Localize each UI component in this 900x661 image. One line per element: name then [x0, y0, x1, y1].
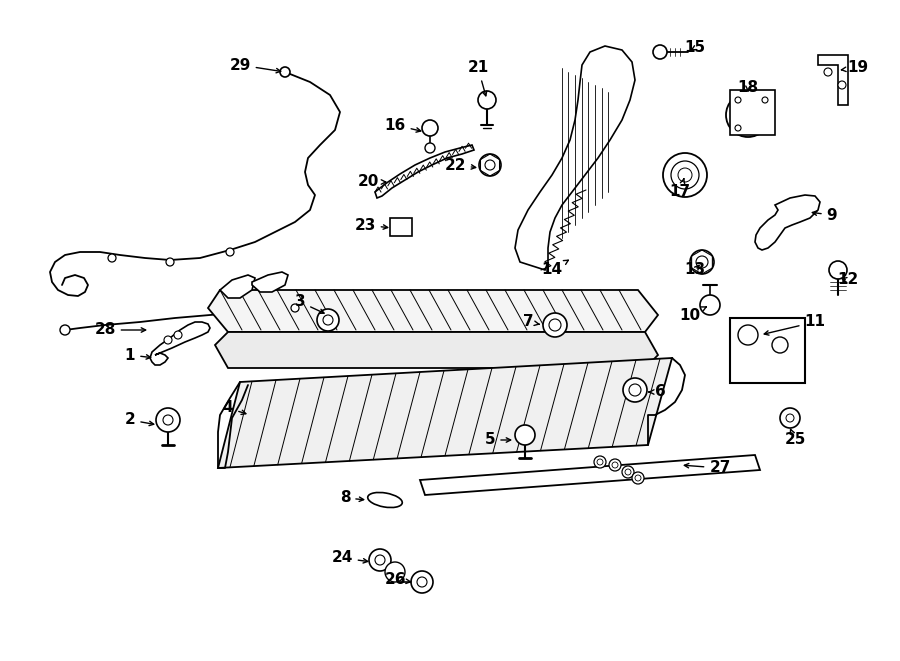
- Polygon shape: [755, 195, 820, 250]
- Text: 23: 23: [355, 217, 388, 233]
- Circle shape: [609, 459, 621, 471]
- Text: 29: 29: [230, 58, 281, 73]
- Text: 12: 12: [837, 272, 859, 288]
- Circle shape: [164, 336, 172, 344]
- Bar: [730, 318, 805, 383]
- Text: 6: 6: [649, 385, 665, 399]
- Text: 28: 28: [94, 323, 146, 338]
- Circle shape: [485, 160, 495, 170]
- Circle shape: [735, 125, 741, 131]
- Text: 19: 19: [842, 61, 868, 75]
- Text: 26: 26: [384, 572, 411, 588]
- Polygon shape: [515, 46, 635, 270]
- Polygon shape: [215, 332, 658, 368]
- Circle shape: [549, 319, 561, 331]
- Circle shape: [623, 378, 647, 402]
- Text: 3: 3: [294, 295, 324, 313]
- Polygon shape: [150, 322, 210, 365]
- Text: 4: 4: [222, 401, 246, 416]
- Bar: [730, 90, 775, 135]
- Bar: [390, 218, 412, 236]
- Text: 27: 27: [684, 461, 731, 475]
- Text: 24: 24: [331, 551, 368, 566]
- Circle shape: [108, 254, 116, 262]
- Circle shape: [735, 97, 741, 103]
- Circle shape: [515, 425, 535, 445]
- Circle shape: [726, 93, 770, 137]
- Circle shape: [632, 472, 644, 484]
- Circle shape: [156, 408, 180, 432]
- Text: 11: 11: [764, 315, 825, 335]
- Text: 16: 16: [384, 118, 421, 132]
- Circle shape: [280, 67, 290, 77]
- Circle shape: [663, 153, 707, 197]
- Text: 17: 17: [670, 178, 690, 200]
- Circle shape: [838, 81, 846, 89]
- Circle shape: [425, 143, 435, 153]
- Text: 10: 10: [680, 307, 706, 323]
- Circle shape: [734, 101, 762, 129]
- Text: 21: 21: [467, 61, 489, 96]
- Text: 1: 1: [125, 348, 150, 362]
- Text: 13: 13: [684, 262, 706, 278]
- Circle shape: [478, 91, 496, 109]
- Circle shape: [291, 304, 299, 312]
- Circle shape: [226, 248, 234, 256]
- Circle shape: [543, 313, 567, 337]
- Circle shape: [690, 250, 714, 274]
- Circle shape: [678, 168, 692, 182]
- Circle shape: [385, 562, 405, 582]
- Text: 22: 22: [445, 157, 476, 173]
- Text: 20: 20: [357, 175, 386, 190]
- Circle shape: [696, 256, 708, 268]
- Text: 7: 7: [523, 315, 539, 329]
- Circle shape: [635, 475, 641, 481]
- Text: 8: 8: [339, 490, 364, 506]
- Circle shape: [738, 325, 758, 345]
- Circle shape: [163, 415, 173, 425]
- Ellipse shape: [368, 492, 402, 508]
- Circle shape: [625, 469, 631, 475]
- Circle shape: [829, 261, 847, 279]
- Circle shape: [422, 120, 438, 136]
- Circle shape: [479, 154, 501, 176]
- Circle shape: [594, 456, 606, 468]
- Circle shape: [629, 384, 641, 396]
- Circle shape: [375, 555, 385, 565]
- Circle shape: [417, 577, 427, 587]
- Text: 5: 5: [485, 432, 510, 447]
- Circle shape: [824, 68, 832, 76]
- Circle shape: [323, 315, 333, 325]
- Circle shape: [653, 45, 667, 59]
- Circle shape: [671, 161, 699, 189]
- Text: 15: 15: [684, 40, 706, 56]
- Circle shape: [166, 258, 174, 266]
- Polygon shape: [208, 290, 658, 332]
- Polygon shape: [420, 455, 760, 495]
- Circle shape: [60, 325, 70, 335]
- Circle shape: [612, 462, 618, 468]
- Circle shape: [741, 108, 755, 122]
- Text: 14: 14: [542, 260, 569, 278]
- Circle shape: [700, 295, 720, 315]
- Polygon shape: [818, 55, 848, 105]
- Circle shape: [317, 309, 339, 331]
- Text: 25: 25: [784, 429, 806, 447]
- Polygon shape: [220, 275, 255, 298]
- Text: 9: 9: [813, 208, 837, 223]
- Circle shape: [772, 337, 788, 353]
- Circle shape: [622, 466, 634, 478]
- Polygon shape: [375, 145, 474, 198]
- Circle shape: [786, 414, 794, 422]
- Circle shape: [597, 459, 603, 465]
- Circle shape: [369, 549, 391, 571]
- Polygon shape: [252, 272, 288, 292]
- Circle shape: [780, 408, 800, 428]
- Circle shape: [174, 331, 182, 339]
- Text: 18: 18: [737, 81, 759, 95]
- Circle shape: [411, 571, 433, 593]
- Text: 2: 2: [124, 412, 154, 428]
- Circle shape: [762, 97, 768, 103]
- Polygon shape: [218, 358, 672, 468]
